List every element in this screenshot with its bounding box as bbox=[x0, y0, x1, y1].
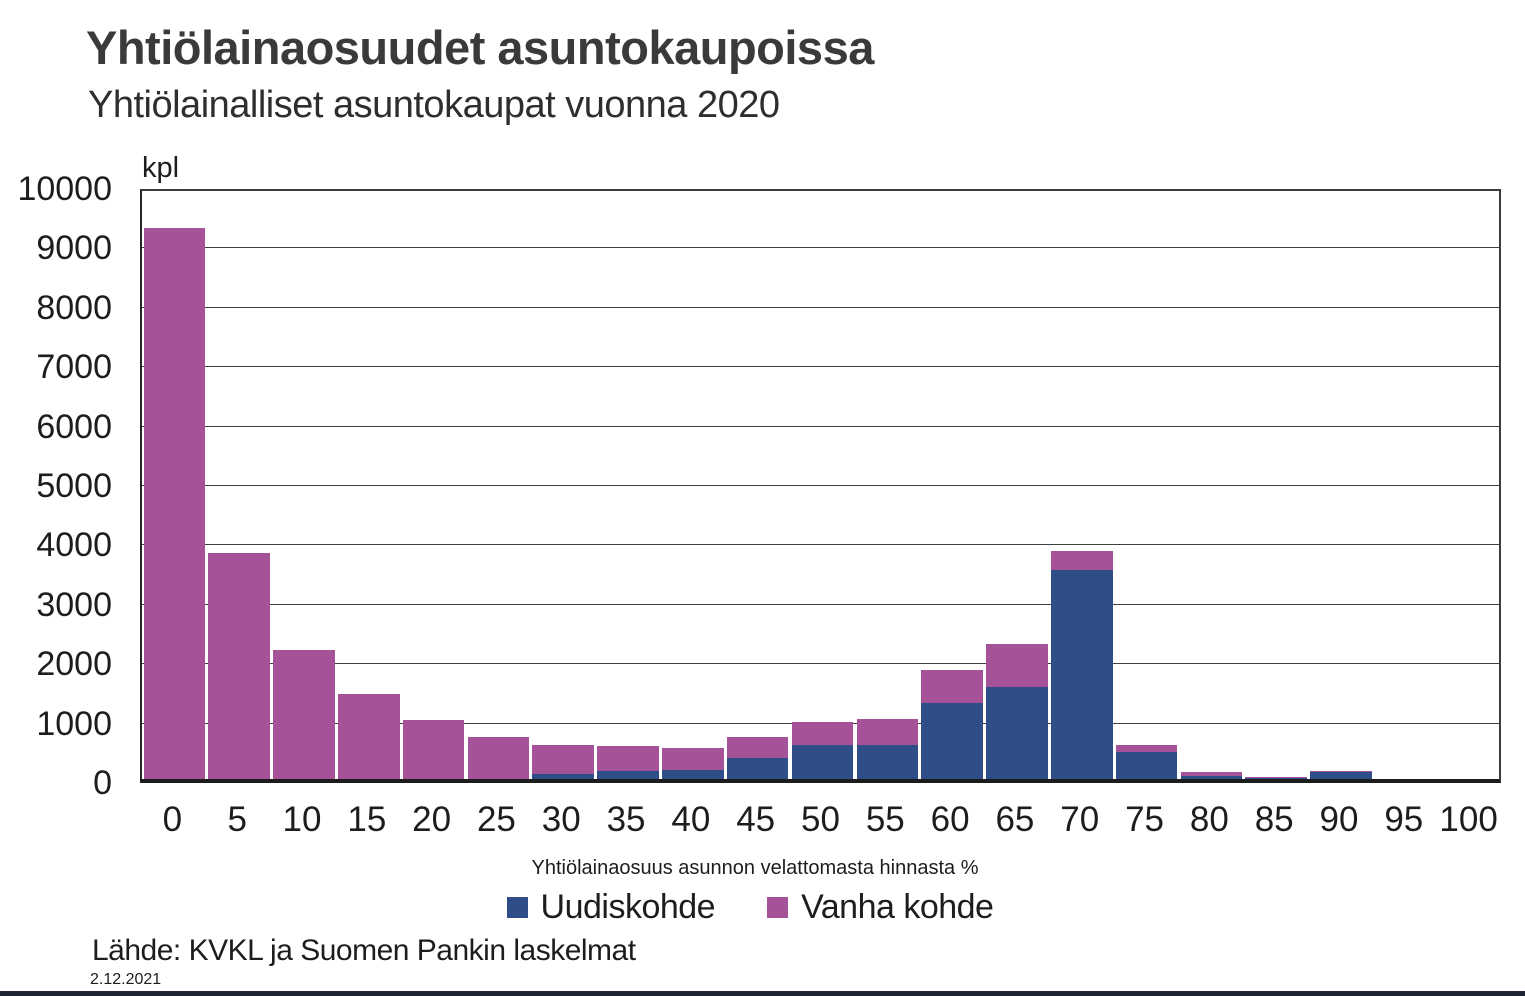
y-tick-8000: 8000 bbox=[36, 288, 112, 327]
bar-70-vanha-kohde bbox=[1050, 550, 1113, 570]
x-tick-70: 70 bbox=[1060, 800, 1100, 839]
bar-0-vanha-kohde bbox=[143, 228, 206, 779]
bar-10-vanha-kohde bbox=[273, 649, 335, 779]
bar-30-vanha-kohde bbox=[532, 744, 595, 774]
y-tick-10000: 10000 bbox=[17, 170, 112, 208]
legend-item-vanha-kohde: Vanha kohde bbox=[767, 888, 994, 927]
page-subtitle: Yhtiölainalliset asuntokaupat vuonna 202… bbox=[88, 84, 780, 126]
y-tick-5000: 5000 bbox=[36, 467, 112, 505]
gridline-8000 bbox=[142, 306, 1499, 308]
y-tick-1000: 1000 bbox=[36, 704, 112, 743]
legend-label-vanha-kohde: Vanha kohde bbox=[801, 888, 994, 926]
gridline-2000 bbox=[142, 663, 1499, 665]
vanha-kohde-swatch-icon bbox=[767, 897, 789, 918]
x-tick-10: 10 bbox=[282, 800, 322, 839]
gridline-4000 bbox=[142, 544, 1499, 546]
bar-75-vanha-kohde bbox=[1115, 744, 1178, 753]
bar-90-uudiskohde bbox=[1310, 772, 1372, 779]
bar-60-vanha-kohde bbox=[921, 669, 983, 703]
bar-60-uudiskohde bbox=[921, 702, 983, 779]
uudiskohde-swatch-icon bbox=[506, 897, 528, 918]
bar-50-vanha-kohde bbox=[791, 721, 854, 746]
x-tick-40: 40 bbox=[671, 800, 711, 839]
x-tick-45: 45 bbox=[736, 800, 776, 839]
gridline-5000 bbox=[142, 485, 1499, 486]
x-tick-95: 95 bbox=[1384, 800, 1424, 839]
x-axis-title: Yhtiölainaosuus asunnon velattomasta hin… bbox=[531, 857, 979, 879]
x-tick-100: 100 bbox=[1439, 800, 1498, 839]
bar-55-uudiskohde bbox=[856, 745, 919, 779]
bar-50-uudiskohde bbox=[791, 745, 854, 779]
gridline-6000 bbox=[142, 425, 1499, 427]
bar-90-vanha-kohde bbox=[1310, 771, 1372, 773]
y-tick-3000: 3000 bbox=[36, 585, 112, 624]
y-axis-unit-label: kpl bbox=[142, 152, 180, 184]
y-tick-2000: 2000 bbox=[36, 645, 112, 684]
x-tick-15: 15 bbox=[347, 800, 387, 839]
source-text: Lähde: KVKL ja Suomen Pankin laskelmat bbox=[92, 934, 636, 967]
bar-55-vanha-kohde bbox=[856, 718, 919, 746]
bar-35-uudiskohde bbox=[597, 770, 659, 779]
bar-15-vanha-kohde bbox=[338, 694, 400, 779]
bar-85-vanha-kohde bbox=[1245, 776, 1307, 779]
chart-legend: Uudiskohde Vanha kohde bbox=[0, 888, 1500, 927]
gridline-7000 bbox=[142, 366, 1499, 368]
x-tick-30: 30 bbox=[541, 800, 581, 839]
x-tick-25: 25 bbox=[476, 800, 516, 839]
bar-45-vanha-kohde bbox=[726, 737, 789, 758]
bar-65-uudiskohde bbox=[986, 687, 1048, 779]
bar-80-uudiskohde bbox=[1180, 775, 1243, 779]
bar-25-vanha-kohde bbox=[467, 737, 530, 779]
bar-20-vanha-kohde bbox=[402, 719, 465, 779]
y-tick-9000: 9000 bbox=[36, 229, 112, 268]
legend-item-uudiskohde: Uudiskohde bbox=[506, 888, 716, 927]
y-tick-4000: 4000 bbox=[36, 526, 112, 565]
y-tick-6000: 6000 bbox=[36, 407, 112, 446]
bar-75-uudiskohde bbox=[1115, 752, 1178, 779]
x-tick-60: 60 bbox=[930, 800, 970, 839]
gridline-9000 bbox=[142, 247, 1499, 249]
bar-70-uudiskohde bbox=[1050, 569, 1113, 779]
page-title: Yhtiölainaosuudet asuntokaupoissa bbox=[86, 21, 874, 74]
bar-35-vanha-kohde bbox=[597, 746, 659, 771]
gridline-3000 bbox=[142, 603, 1499, 605]
x-tick-50: 50 bbox=[801, 800, 840, 839]
x-tick-35: 35 bbox=[606, 800, 646, 839]
y-tick-7000: 7000 bbox=[36, 348, 112, 387]
x-tick-85: 85 bbox=[1254, 800, 1294, 839]
bar-45-uudiskohde bbox=[726, 757, 789, 779]
x-tick-75: 75 bbox=[1125, 800, 1165, 839]
x-tick-55: 55 bbox=[865, 800, 905, 839]
x-tick-20: 20 bbox=[412, 800, 452, 839]
legend-label-uudiskohde: Uudiskohde bbox=[540, 888, 716, 926]
x-tick-65: 65 bbox=[995, 800, 1035, 839]
bar-30-uudiskohde bbox=[532, 773, 595, 779]
bar-85-uudiskohde bbox=[1245, 778, 1307, 779]
date-text: 2.12.2021 bbox=[90, 971, 162, 988]
footer-band bbox=[0, 991, 1525, 996]
bar-40-uudiskohde bbox=[662, 769, 724, 779]
plot-area bbox=[140, 189, 1501, 783]
bar-5-vanha-kohde bbox=[208, 553, 271, 779]
x-tick-80: 80 bbox=[1189, 800, 1229, 839]
bar-65-vanha-kohde bbox=[986, 643, 1048, 688]
y-tick-0: 0 bbox=[93, 764, 112, 802]
bar-40-vanha-kohde bbox=[662, 748, 724, 770]
bar-80-vanha-kohde bbox=[1180, 771, 1243, 776]
x-tick-5: 5 bbox=[227, 800, 247, 839]
x-tick-90: 90 bbox=[1319, 800, 1359, 839]
x-tick-0: 0 bbox=[162, 800, 183, 839]
